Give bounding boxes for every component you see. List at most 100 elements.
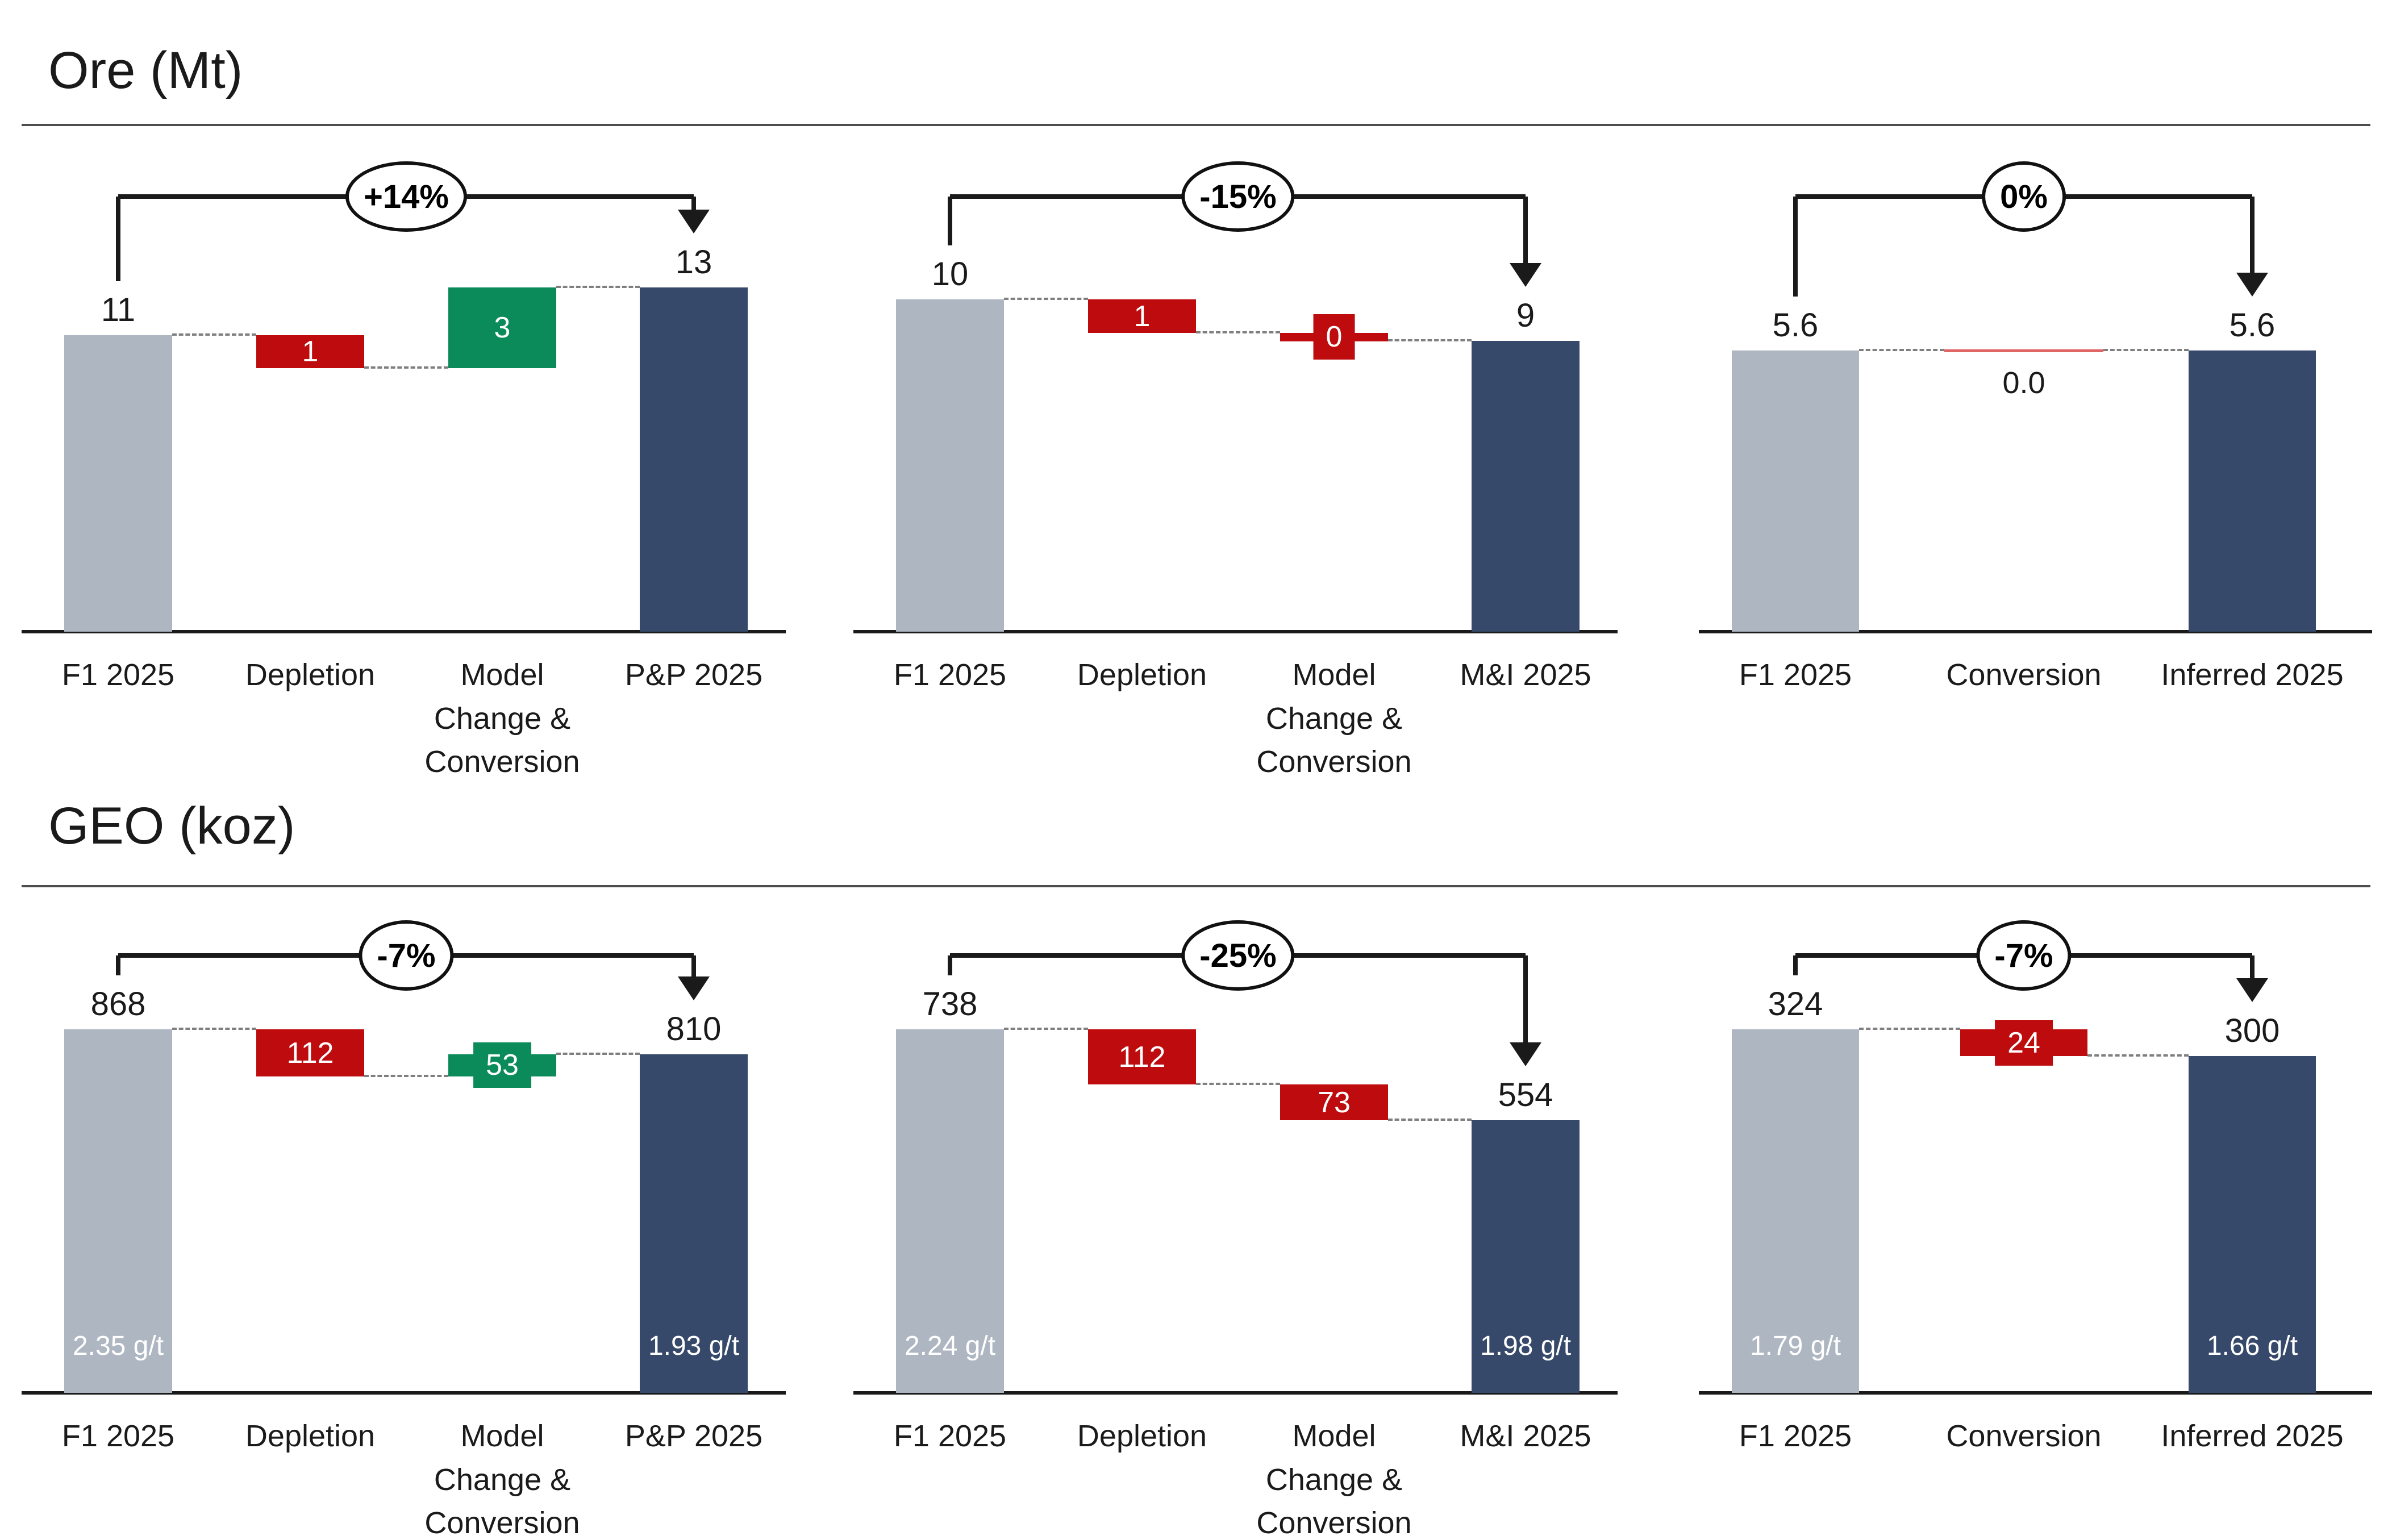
zero-change-label: 0.0: [2002, 366, 2045, 400]
grade-label: 1.79 g/t: [1749, 1331, 1841, 1361]
bracket-line-left: [1793, 955, 1798, 975]
axis-label-f1-2025: F1 2025: [61, 1419, 175, 1453]
axis-label-f1-2025: F1 2025: [61, 658, 175, 692]
value-label: 13: [675, 244, 712, 281]
connector-dashed: [556, 286, 640, 288]
axis-label-model: Model Change & Conversion: [1256, 1419, 1412, 1540]
start-bar-geo-pp: [64, 1029, 172, 1393]
axis-label-inferred-2025: Inferred 2025: [2161, 658, 2344, 692]
x-axis-line: [853, 1391, 1618, 1395]
axis-label-m-i-2025: M&I 2025: [1460, 1419, 1591, 1453]
end-bar-geo-inferred: [2189, 1056, 2316, 1393]
bracket-line-right: [1523, 955, 1528, 1045]
connector-dashed: [172, 1028, 256, 1030]
delta-label-tab: 0: [1313, 314, 1355, 360]
value-label: 300: [2224, 1012, 2280, 1049]
start-bar-geo-mi: [896, 1029, 1004, 1393]
delta-bar-depletion: 1: [256, 335, 364, 368]
axis-label-f1-2025: F1 2025: [893, 1419, 1007, 1453]
arrowhead-down-icon: [678, 210, 710, 233]
start-bar-ore-pp: [64, 335, 172, 632]
axis-label-model: Model Change & Conversion: [424, 658, 580, 779]
axis-label-f1-2025: F1 2025: [1739, 1419, 1852, 1453]
axis-label-f1-2025: F1 2025: [1739, 658, 1852, 692]
connector-dashed: [172, 333, 256, 336]
bracket-line-right: [691, 197, 696, 212]
axis-label-conversion: Conversion: [1946, 658, 2102, 692]
value-label: 9: [1516, 297, 1535, 334]
axis-label-model: Model Change & Conversion: [1256, 658, 1412, 779]
connector-dashed: [364, 366, 448, 369]
section-title-ore: Ore (Mt): [48, 41, 243, 99]
end-bar-ore-mi: [1472, 341, 1580, 632]
axis-label-depletion: Depletion: [245, 658, 376, 692]
axis-label-p-p-2025: P&P 2025: [624, 1419, 763, 1453]
value-label: 738: [922, 986, 978, 1023]
axis-label-depletion: Depletion: [1077, 658, 1207, 692]
delta-bar-model: 3: [448, 287, 556, 368]
bracket-line-right: [691, 955, 696, 979]
connector-dashed: [1004, 1028, 1088, 1030]
axis-label-m-i-2025: M&I 2025: [1460, 658, 1591, 692]
pct-change-badge: 0%: [1982, 161, 2066, 232]
arrowhead-down-icon: [678, 976, 710, 1000]
connector-dashed: [556, 1053, 640, 1055]
delta-label-tab: 24: [1995, 1020, 2053, 1066]
axis-label-p-p-2025: P&P 2025: [624, 658, 763, 692]
axis-label-depletion: Depletion: [1077, 1419, 1207, 1453]
bracket-line-left: [1793, 197, 1798, 297]
arrowhead-down-icon: [1510, 263, 1541, 287]
grade-label: 1.98 g/t: [1480, 1331, 1572, 1361]
chart-geo-inferred: F1 2025 324 1.79 g/t Conversion 24 Inferred 2…: [1699, 0, 2372, 1540]
axis-label-conversion: Conversion: [1946, 1419, 2102, 1453]
value-label: 5.6: [2229, 307, 2276, 344]
x-axis-line: [22, 1391, 786, 1395]
end-bar-ore-inferred: [2189, 350, 2316, 632]
grade-label: 2.35 g/t: [72, 1331, 164, 1361]
arrowhead-down-icon: [2236, 273, 2268, 297]
section-title-geo: GEO (koz): [48, 797, 295, 855]
start-bar-ore-mi: [896, 299, 1004, 632]
connector-dashed: [2103, 349, 2189, 351]
connector-dashed: [1196, 1083, 1280, 1085]
connector-dashed: [1004, 298, 1088, 300]
delta-label-tab: 53: [473, 1042, 531, 1088]
grade-label: 1.66 g/t: [2206, 1331, 2298, 1361]
end-bar-ore-pp: [640, 287, 748, 632]
arrowhead-down-icon: [2236, 978, 2268, 1002]
value-label: 10: [931, 256, 969, 293]
axis-label-inferred-2025: Inferred 2025: [2161, 1419, 2344, 1453]
chart-ore-mi: F1 2025 10 Depletion 1 Model Change & Conver…: [853, 0, 1618, 1540]
chart-ore-inferred: F1 2025 5.6 Conversion 0.0 Inferred 2025 5.6 0…: [1699, 0, 2372, 1540]
delta-bar-model: 73: [1280, 1084, 1388, 1120]
bracket-line-left: [116, 955, 120, 975]
bracket-line-right: [1523, 197, 1528, 265]
value-label: 868: [90, 986, 146, 1023]
value-label: 5.6: [1772, 307, 1819, 344]
section-rule-geo: [22, 885, 2370, 887]
bracket-line-right: [2250, 197, 2255, 275]
delta-bar-depletion: 112: [1088, 1029, 1196, 1084]
chart-ore-pp: F1 2025 11 Depletion 1 Model Change & Conver…: [22, 0, 786, 1540]
connector-dashed: [1196, 331, 1280, 333]
connector-dashed: [2087, 1054, 2189, 1057]
start-bar-geo-inferred: [1732, 1029, 1859, 1393]
value-label: 11: [101, 291, 136, 328]
grade-label: 2.24 g/t: [904, 1331, 996, 1361]
pct-change-badge: -7%: [1976, 920, 2072, 991]
connector-dashed: [364, 1075, 448, 1077]
end-bar-geo-mi: [1472, 1120, 1580, 1393]
section-rule-ore: [22, 124, 2370, 126]
start-bar-ore-inferred: [1732, 350, 1859, 632]
zero-change-line: [1944, 349, 2103, 352]
bracket-line-left: [116, 197, 120, 281]
bracket-line-left: [948, 197, 952, 245]
bracket-line-right: [2250, 955, 2255, 980]
x-axis-line: [853, 630, 1618, 633]
value-label: 324: [1768, 986, 1823, 1023]
axis-label-depletion: Depletion: [245, 1419, 376, 1453]
connector-dashed: [1859, 349, 1944, 351]
delta-bar-depletion: 1: [1088, 299, 1196, 333]
connector-dashed: [1859, 1028, 1960, 1030]
x-axis-line: [1699, 1391, 2372, 1395]
